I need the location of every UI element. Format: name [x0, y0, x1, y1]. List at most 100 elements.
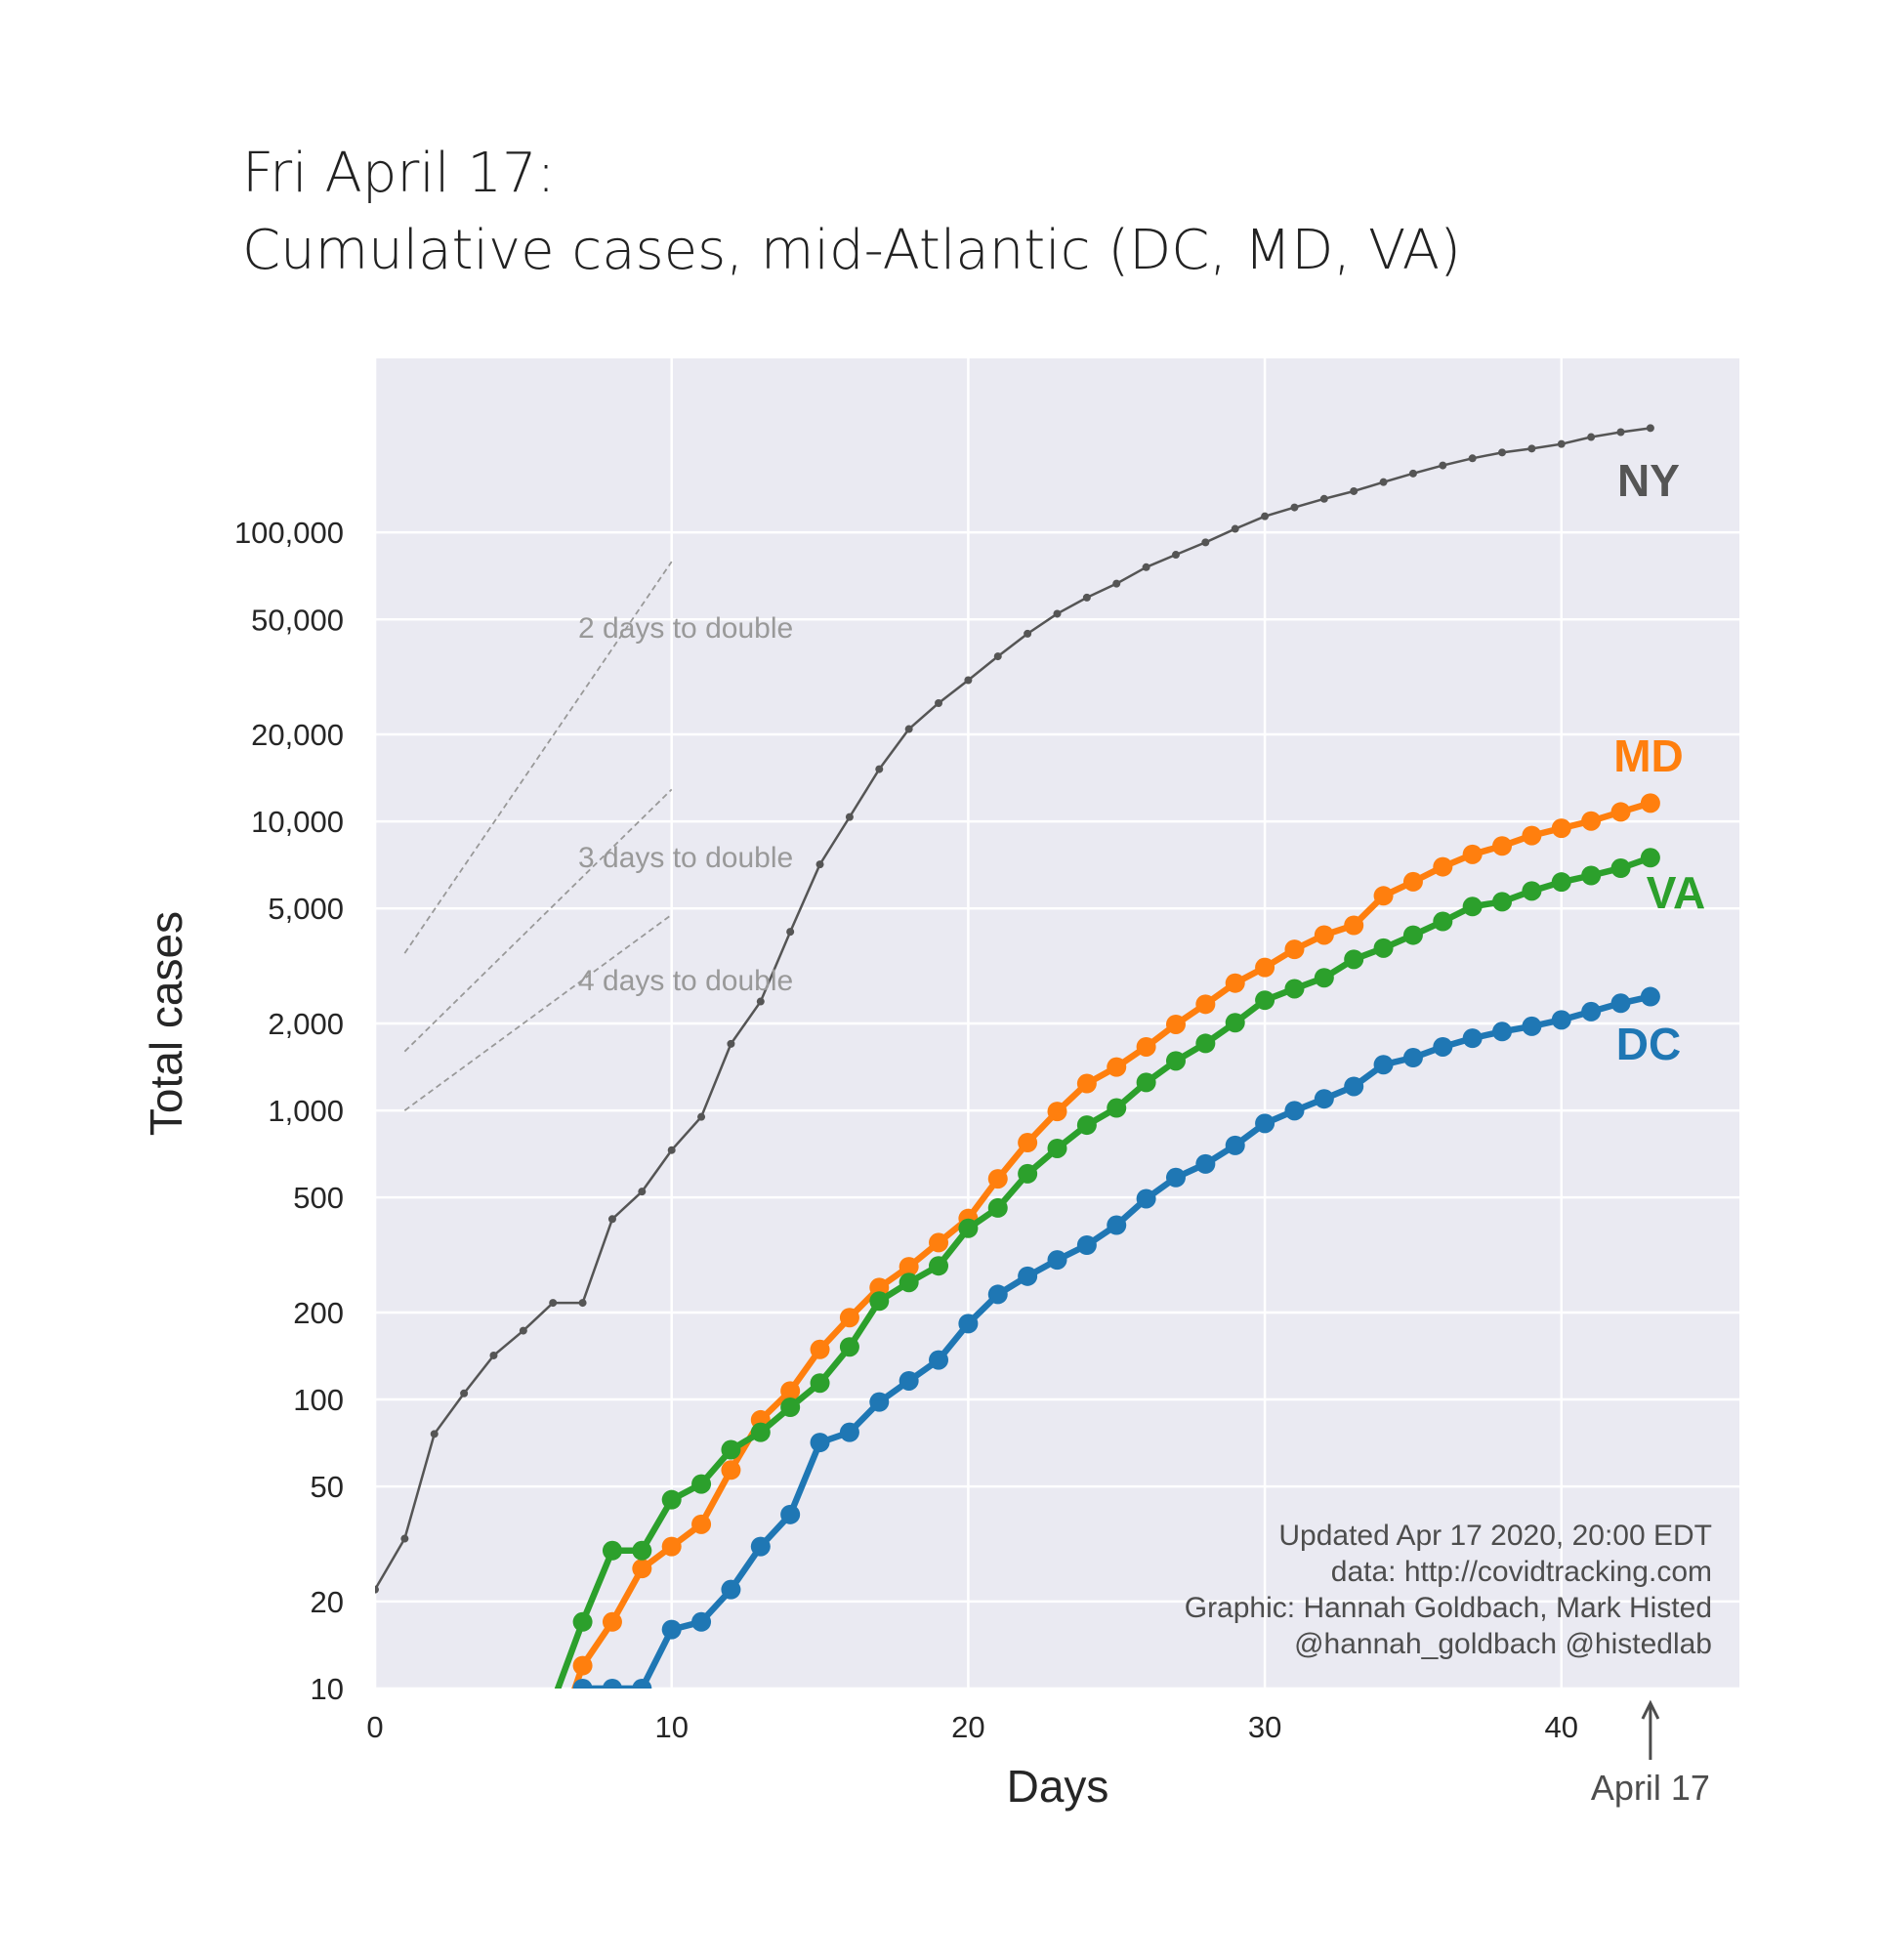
data-point [869, 1277, 890, 1298]
april-17-marker: April 17 [1591, 1699, 1710, 1808]
data-point [1492, 1022, 1513, 1042]
data-point [964, 676, 973, 685]
data-point [1018, 1133, 1038, 1153]
data-point [780, 1381, 801, 1401]
data-point [721, 1460, 741, 1480]
data-point [1047, 1250, 1067, 1271]
data-point [1047, 1102, 1067, 1122]
data-point [810, 1339, 830, 1359]
y-tick-label: 50,000 [251, 603, 344, 637]
data-point [661, 1619, 682, 1640]
data-point [572, 1611, 593, 1632]
data-point [929, 1232, 949, 1253]
data-point [958, 1314, 979, 1334]
series-layer [375, 424, 1660, 1763]
chart-title-line-1: Fri April 17: [242, 142, 555, 205]
data-point [721, 1579, 741, 1600]
data-point [1610, 858, 1631, 879]
data-point [993, 652, 1002, 661]
data-point [661, 1489, 682, 1510]
data-point [602, 1679, 622, 1689]
marker-arrow-head [1641, 1699, 1660, 1720]
data-point [430, 1430, 439, 1439]
data-point [1581, 865, 1602, 886]
data-point [1581, 811, 1602, 831]
data-point [1165, 1051, 1186, 1071]
data-point [987, 1169, 1008, 1189]
y-tick-label: 20 [311, 1585, 344, 1619]
y-tick-label: 20,000 [251, 718, 344, 752]
data-point [1024, 629, 1032, 638]
doubling-guide-label: 3 days to double [578, 842, 793, 874]
y-tick-label: 2,000 [268, 1007, 344, 1041]
x-tick-label: 20 [951, 1710, 984, 1744]
data-point [1492, 836, 1513, 856]
data-point [375, 1585, 379, 1594]
data-point [1107, 1057, 1127, 1077]
data-point [632, 1559, 652, 1579]
y-tick-label: 100,000 [234, 516, 344, 550]
data-point [1255, 1113, 1275, 1134]
data-point [1136, 1072, 1156, 1093]
data-point [750, 1536, 771, 1557]
data-point [1018, 1163, 1038, 1184]
series-label-md: MD [1613, 730, 1684, 781]
y-tick-label: 10,000 [251, 805, 344, 839]
data-point [1225, 1135, 1245, 1155]
data-point [1107, 1215, 1127, 1235]
data-point [1284, 979, 1305, 999]
data-point [1261, 512, 1270, 521]
data-point [1557, 439, 1566, 448]
data-point [958, 1218, 979, 1238]
data-point [632, 1679, 652, 1689]
data-point [1439, 461, 1447, 470]
data-point [1610, 802, 1631, 822]
data-point [1112, 579, 1121, 588]
data-point [1201, 538, 1210, 547]
data-point [1255, 957, 1275, 978]
data-point [756, 997, 765, 1006]
data-point [691, 1611, 712, 1632]
data-point [1314, 968, 1334, 988]
data-point [721, 1439, 741, 1460]
data-point [1522, 1016, 1542, 1036]
data-point [1284, 1101, 1305, 1121]
data-point [1551, 872, 1571, 893]
data-point [1402, 871, 1423, 892]
credit-line: Updated Apr 17 2020, 20:00 EDT [1278, 1520, 1712, 1552]
data-point [549, 1299, 558, 1308]
data-point [543, 1743, 563, 1763]
series-ny [375, 424, 1654, 1594]
data-point [691, 1474, 712, 1494]
data-point [839, 1422, 859, 1442]
chart-title-line-2: Cumulative cases, mid-Atlantic (DC, MD, … [242, 219, 1461, 282]
y-tick-label: 50 [311, 1470, 344, 1504]
data-point [904, 725, 913, 733]
y-tick-label: 5,000 [268, 892, 344, 926]
y-axis-ticks: 10 20 50 100 200 500 1,000 2,000 5,000 10,000 20,0… [234, 516, 344, 1706]
data-point [691, 1514, 712, 1534]
data-point [602, 1611, 622, 1632]
series-label-va: VA [1647, 867, 1706, 918]
data-point [1640, 986, 1660, 1007]
data-point [1522, 825, 1542, 846]
data-point [489, 1351, 498, 1359]
y-axis-label: Total cases [141, 911, 191, 1136]
data-point [1195, 1153, 1216, 1174]
data-point [578, 1299, 587, 1308]
data-point [1136, 1036, 1156, 1057]
data-point [1171, 551, 1180, 560]
data-point [1082, 593, 1091, 602]
data-point [572, 1655, 593, 1676]
data-point [1165, 1014, 1186, 1034]
data-point [1551, 1010, 1571, 1030]
data-point [1373, 938, 1394, 958]
doubling-guide-line [403, 913, 673, 1111]
data-point [661, 1536, 682, 1557]
y-tick-label: 1,000 [268, 1094, 344, 1128]
data-point [839, 1308, 859, 1328]
data-point [1610, 993, 1631, 1014]
data-point [929, 1256, 949, 1276]
x-axis-ticks: 0 10 20 30 40 [366, 1710, 1578, 1744]
